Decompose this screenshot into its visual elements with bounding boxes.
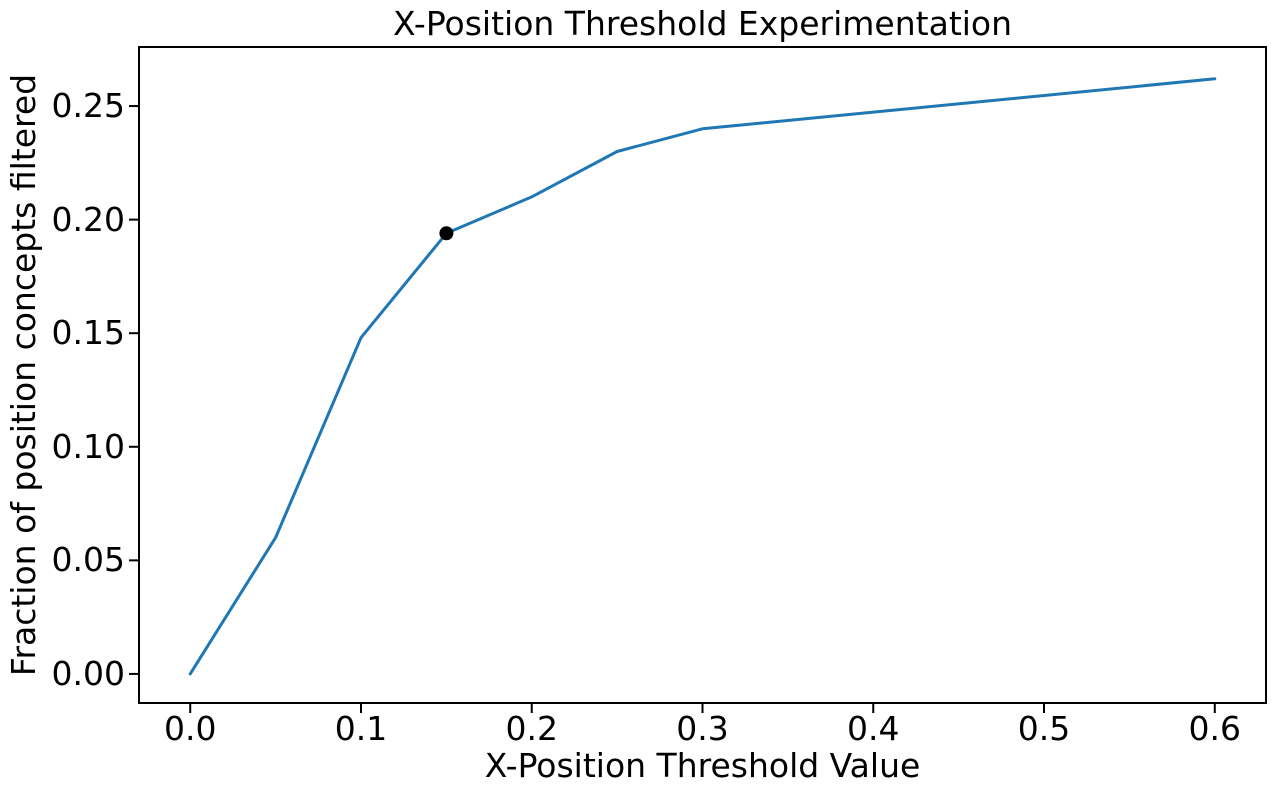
axes-spines	[138, 46, 1267, 704]
y-tick-label: 0.20	[51, 199, 125, 239]
x-tick-label: 0.3	[676, 709, 729, 748]
marker-dot	[439, 226, 454, 241]
x-tick-label: 0.4	[847, 709, 900, 748]
x-tick-label: 0.0	[163, 709, 217, 748]
x-tick-label: 0.2	[505, 709, 558, 748]
x-tick-label: 0.5	[1017, 709, 1071, 748]
y-tick-label: 0.10	[51, 426, 125, 466]
y-tick-label: 0.15	[51, 313, 125, 353]
x-tick-label: 0.1	[334, 709, 388, 748]
chart-title: X-Position Threshold Experimentation	[392, 4, 1013, 43]
x-tick-label: 0.6	[1188, 709, 1242, 748]
y-tick-label: 0.00	[51, 653, 125, 693]
x-axis-label: X-Position Threshold Value	[484, 746, 921, 785]
y-tick-label: 0.25	[51, 86, 125, 126]
data-line	[188, 77, 1217, 676]
y-tick-label: 0.05	[51, 540, 125, 580]
